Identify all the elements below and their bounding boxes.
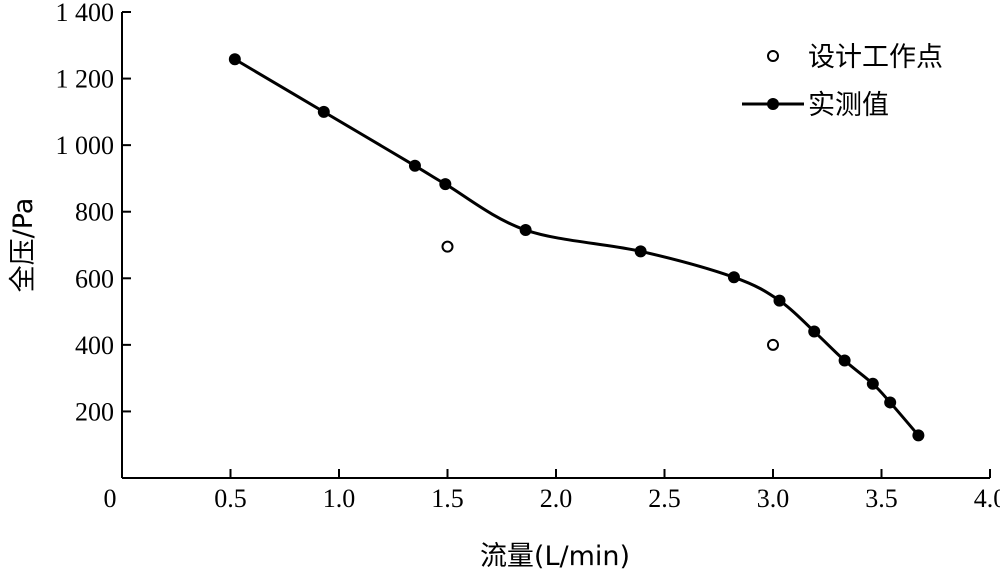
measured-data-point — [912, 429, 925, 442]
y-tick-label: 200 — [75, 397, 114, 426]
design-point-marker — [767, 338, 779, 351]
ticks: 0 0.5 1.0 1.5 2.0 2.5 3.0 3.5 4.0 200 400 600 800 1 0… — [56, 0, 1000, 513]
legend-label: 实测值 — [808, 90, 889, 121]
x-tick-label: 1.5 — [431, 484, 464, 513]
measured-data-point — [439, 178, 452, 191]
legend-measured-marker — [767, 98, 779, 110]
x-tick-label: 0.5 — [214, 484, 247, 513]
y-tick-label: 400 — [75, 331, 114, 360]
measured-data-point — [884, 396, 897, 409]
y-tick-label: 1 000 — [56, 131, 115, 160]
measured-data-point — [634, 245, 647, 258]
x-tick-label: 2.0 — [540, 484, 573, 513]
x-tick-label: 1.0 — [323, 484, 356, 513]
measured-data-point — [727, 271, 740, 284]
x-tick-label: 2.5 — [648, 484, 681, 513]
measured-data-point — [808, 325, 821, 338]
y-tick-label: 800 — [75, 198, 114, 227]
measured-data-point — [519, 224, 532, 237]
y-axis-title: 全压/Pa — [8, 198, 39, 293]
measured-data-point — [838, 354, 851, 367]
legend-label: 设计工作点 — [808, 42, 943, 73]
y-tick-label: 1 200 — [56, 65, 115, 94]
x-axis-title: 流量(L/min) — [480, 541, 630, 572]
measured-data-point — [408, 159, 421, 172]
measured-data-point — [866, 377, 879, 390]
measured-data-point — [773, 294, 786, 307]
axes — [121, 12, 990, 479]
x-tick-label: 3.0 — [757, 484, 790, 513]
x-tick-label: 3.5 — [865, 484, 898, 513]
y-tick-label: 1 400 — [56, 0, 115, 27]
x-tick-label: 0 — [104, 484, 117, 513]
measured-data-point — [228, 53, 241, 66]
y-tick-label: 600 — [75, 264, 114, 293]
design-point-marker — [441, 240, 454, 253]
series-layer — [228, 53, 925, 442]
legend-design-marker — [767, 50, 779, 62]
x-tick-label: 4.0 — [974, 484, 1000, 513]
measured-data-point — [317, 105, 330, 118]
